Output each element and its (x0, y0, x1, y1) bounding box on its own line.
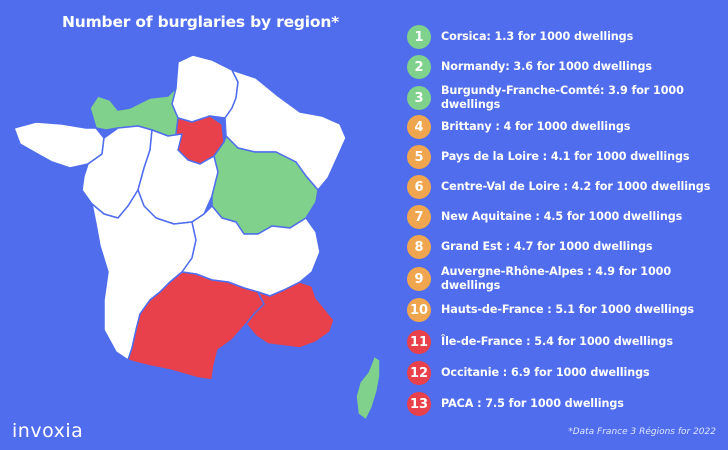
region-centre-val-de-loire (137, 129, 219, 225)
rank-badge: 11 (407, 330, 431, 354)
legend-label: Brittany : 4 for 1000 dwellings (441, 120, 631, 133)
legend-item: 3 Burgundy-Franche-Comté: 3.9 for 1000 d… (407, 84, 725, 112)
rank-badge: 8 (407, 235, 431, 259)
legend-label: Occitanie : 6.9 for 1000 dwellings (441, 366, 650, 379)
legend-label: Burgundy-Franche-Comté: 3.9 for 1000 dwe… (441, 84, 684, 111)
rank-badge: 13 (407, 392, 431, 416)
map-title: Number of burglaries by region* (62, 13, 340, 31)
rank-badge: 12 (407, 361, 431, 385)
region-normandy (89, 87, 183, 137)
legend-label: Hauts-de-France : 5.1 for 1000 dwellings (441, 303, 694, 316)
region-corsica (355, 355, 381, 421)
legend-item: 6 Centre-Val de Loire : 4.2 for 1000 dwe… (407, 175, 725, 199)
rank-badge: 9 (407, 267, 431, 291)
legend-item: 1 Corsica: 1.3 for 1000 dwellings (407, 25, 725, 49)
region-hauts-de-france (171, 54, 239, 123)
legend-item: 13 PACA : 7.5 for 1000 dwellings (407, 392, 725, 416)
legend-item: 11 Île-de-France : 5.4 for 1000 dwelling… (407, 330, 725, 354)
rank-badge: 3 (407, 86, 431, 110)
rank-badge: 1 (407, 25, 431, 49)
legend-item: 8 Grand Est : 4.7 for 1000 dwellings (407, 235, 725, 259)
legend-label: Auvergne-Rhône-Alpes : 4.9 for 1000 dwel… (441, 265, 672, 292)
legend-label: Île-de-France : 5.4 for 1000 dwellings (441, 335, 673, 348)
rank-badge: 7 (407, 205, 431, 229)
rank-badge: 4 (407, 115, 431, 139)
rank-badge: 6 (407, 175, 431, 199)
legend-label: Corsica: 1.3 for 1000 dwellings (441, 30, 634, 43)
legend-label: Pays de la Loire : 4.1 for 1000 dwelling… (441, 150, 690, 163)
region-paca (245, 281, 335, 349)
legend-label: Normandy: 3.6 for 1000 dwellings (441, 60, 652, 73)
source-note: *Data France 3 Régions for 2022 (568, 427, 716, 437)
legend-label: Centre-Val de Loire : 4.2 for 1000 dwell… (441, 180, 711, 193)
france-region-map (13, 54, 381, 421)
legend-item: 2 Normandy: 3.6 for 1000 dwellings (407, 55, 725, 79)
region-occitanie (127, 271, 265, 381)
legend-item: 10 Hauts-de-France : 5.1 for 1000 dwelli… (407, 298, 725, 322)
invoxia-logo: invoxia (12, 420, 84, 442)
legend-label: PACA : 7.5 for 1000 dwellings (441, 397, 624, 410)
legend-item: 7 New Aquitaine : 4.5 for 1000 dwellings (407, 205, 725, 229)
rank-badge: 10 (407, 298, 431, 322)
region-brittany (13, 121, 105, 169)
legend-label: Grand Est : 4.7 for 1000 dwellings (441, 240, 653, 253)
rank-badge: 5 (407, 145, 431, 169)
legend-label: New Aquitaine : 4.5 for 1000 dwellings (441, 210, 683, 223)
legend-item: 4 Brittany : 4 for 1000 dwellings (407, 115, 725, 139)
rank-badge: 2 (407, 55, 431, 79)
legend-item: 5 Pays de la Loire : 4.1 for 1000 dwelli… (407, 145, 725, 169)
legend-item: 12 Occitanie : 6.9 for 1000 dwellings (407, 361, 725, 385)
legend-item: 9 Auvergne-Rhône-Alpes : 4.9 for 1000 dw… (407, 265, 725, 293)
